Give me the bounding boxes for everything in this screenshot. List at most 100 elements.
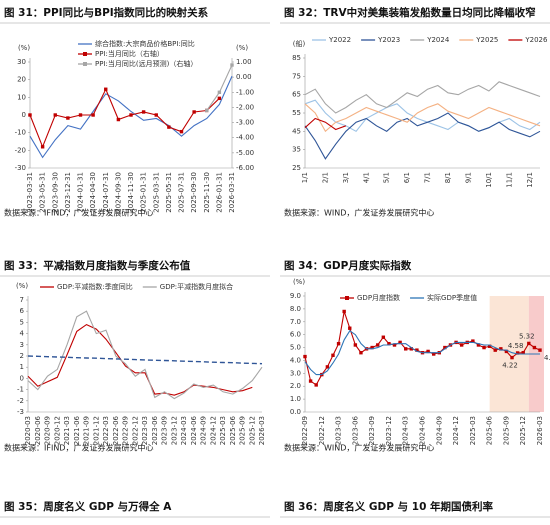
y-tick-label: 5 [20,318,24,326]
x-tick-label: 2020-09 [44,416,52,445]
x-tick-label: 2024-12 [452,416,460,445]
point [217,90,222,94]
source: 数据来源：WIND，广发证券发展研究中心 [284,208,434,218]
y-axis-unit: (%) [16,282,28,290]
x-tick-label: 2023-12-31 [64,172,72,213]
x-tick-label: 2025-03 [219,416,227,445]
x-tick-label: 2025-11-30 [203,172,211,213]
y-tick-label: 4.0 [290,356,301,364]
x-tick-label: 2022-09 [301,416,309,445]
x-tick-label: 2025-12 [519,416,527,445]
point [381,335,386,339]
point [325,365,330,369]
x-tick-label: 2022-12 [131,416,139,445]
x-tick-label: 2023-12 [385,416,393,445]
legend-label: GDP:平减指数:季度同比 [57,282,133,291]
x-tick-label: 8/1 [444,172,452,183]
x-tick-label: 2025-06 [486,415,494,445]
x-tick-label: 2025-09 [239,416,247,445]
series-line [27,310,263,400]
data-label: 4.58 [508,342,524,350]
y-tick-label: 0.0 [290,408,301,416]
x-tick-label: 2025-09-30 [190,172,198,213]
series-line [304,117,347,131]
x-tick-label: 2026-03-31 [228,172,236,213]
legend-label: 实际GDP季度值 [427,293,477,302]
point [482,345,486,350]
point [53,113,57,117]
x-tick-label: 2021-12 [92,416,100,445]
x-tick-label: 2025-05-31 [165,172,173,213]
point [141,110,146,114]
x-tick-label: 2024-06 [419,415,427,445]
source: 数据来源：IFIND，广发证券发展研究中心 [4,208,153,218]
point [91,113,95,117]
point [538,348,542,352]
legend-label: Y2022 [328,36,351,44]
legend-marker [83,62,87,66]
point [471,339,475,343]
legend-label: Y2026 [524,36,548,44]
x-tick-label: 2024-11-30 [127,172,135,213]
point [431,352,436,356]
data-label: 4.80 [544,354,550,362]
x-tick-label: 2023-03 [141,416,149,445]
point [28,113,32,117]
x-tick-label: 9/1 [464,172,472,183]
figure-caption: 图 35：周度名义 GDP 与万得全 A [4,500,172,513]
y-tick-label: 6 [20,307,25,315]
x-tick-label: 2025-03-31 [152,172,160,213]
x-tick-label: 2024-03 [180,416,188,445]
figure-title: 图 31：PPI同比与BPI指数同比的映射关系 [4,6,209,19]
figure-title: 图 32：TRV中对美集装箱发船数量日均同比降幅收窄 [284,6,536,19]
x-tick-label: 2022-12 [318,416,326,445]
y-tick-label: 0 [20,374,24,382]
x-tick-label: 2023-06 [151,415,159,445]
y2-tick-label: 1.00 [236,58,252,66]
x-tick-label: 2023-12 [170,416,178,445]
point [487,344,492,348]
point [521,351,525,355]
point [167,125,171,129]
x-tick-label: 2026-03 [536,416,544,445]
x-tick-label: 2024-03 [402,416,410,445]
series-line [304,99,541,133]
point [104,87,108,91]
y-tick-label: -1 [17,386,24,394]
y-tick-label: 3 [20,341,24,349]
y-tick-label: 75 [292,72,301,80]
y2-tick-label: -4.00 [236,134,254,142]
point [331,353,335,357]
y-tick-label: 30 [17,58,26,66]
x-tick-label: 2023-03-31 [26,172,34,213]
y2-tick-label: -5.00 [236,149,254,157]
point [348,326,352,330]
point [376,343,380,347]
y-tick-label: 1.0 [290,395,301,403]
data-label: 5.32 [519,332,535,340]
x-tick-label: 2021-03 [63,416,71,445]
point [370,345,374,350]
x-tick-label: 2021-06 [73,415,81,445]
point [504,349,509,354]
point [499,347,503,351]
x-tick-label: 2025-01-31 [140,172,148,213]
point [515,351,520,355]
point [353,343,358,347]
point [510,355,514,360]
y-tick-label: 65 [292,91,301,99]
y-tick-label: 10 [17,93,26,101]
legend-marker [345,296,349,300]
point [129,113,133,117]
x-tick-label: 10/1 [485,172,493,188]
point [359,351,363,355]
x-tick-label: 2024-09 [435,416,443,445]
x-tick-label: 2020-06 [34,415,42,445]
x-tick-label: 2022-06 [112,415,120,445]
y-tick-label: 2.0 [290,382,301,390]
x-tick-label: 2025-03 [469,416,477,445]
y-tick-label: 9.0 [290,292,301,300]
point [476,343,481,347]
point [179,129,184,134]
